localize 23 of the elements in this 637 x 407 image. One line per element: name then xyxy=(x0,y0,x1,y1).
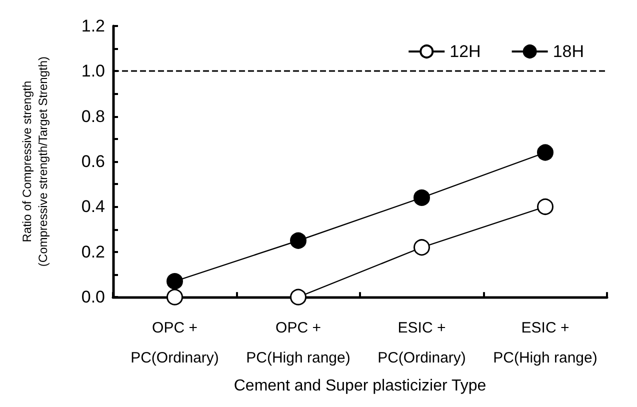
x-tick-label: ESIC + PC(Ordinary) xyxy=(378,320,466,367)
point xyxy=(537,144,554,161)
point xyxy=(166,288,183,306)
y-tick-label: 0.4 xyxy=(81,197,105,216)
point xyxy=(414,239,430,256)
legend-label: 12H xyxy=(450,42,481,61)
y-tick-label: 0.2 xyxy=(81,242,105,262)
y-tick-label: 0.6 xyxy=(81,152,105,172)
point xyxy=(290,232,306,249)
point xyxy=(290,288,306,306)
y-axis-title: Ratio of Compressive strength (Compressive strength/Target Strength) xyxy=(20,56,50,267)
y-tick-label: 0.8 xyxy=(81,106,105,126)
x-tick-label: OPC + PC(High range) xyxy=(246,320,350,367)
point xyxy=(414,189,430,206)
point xyxy=(537,198,554,215)
x-tick-label: ESIC + PC(High range) xyxy=(493,320,598,367)
x-tick-label: OPC + PC(Ordinary) xyxy=(130,320,219,367)
y-tick-label: 0.0 xyxy=(81,288,105,307)
y-tick-label: 1.0 xyxy=(81,62,105,81)
x-axis-title: Cement and Super plasticizier Type xyxy=(234,378,486,394)
y-tick-label: 1.2 xyxy=(81,16,105,36)
point xyxy=(166,273,183,290)
legend-label: 18H xyxy=(552,42,584,61)
